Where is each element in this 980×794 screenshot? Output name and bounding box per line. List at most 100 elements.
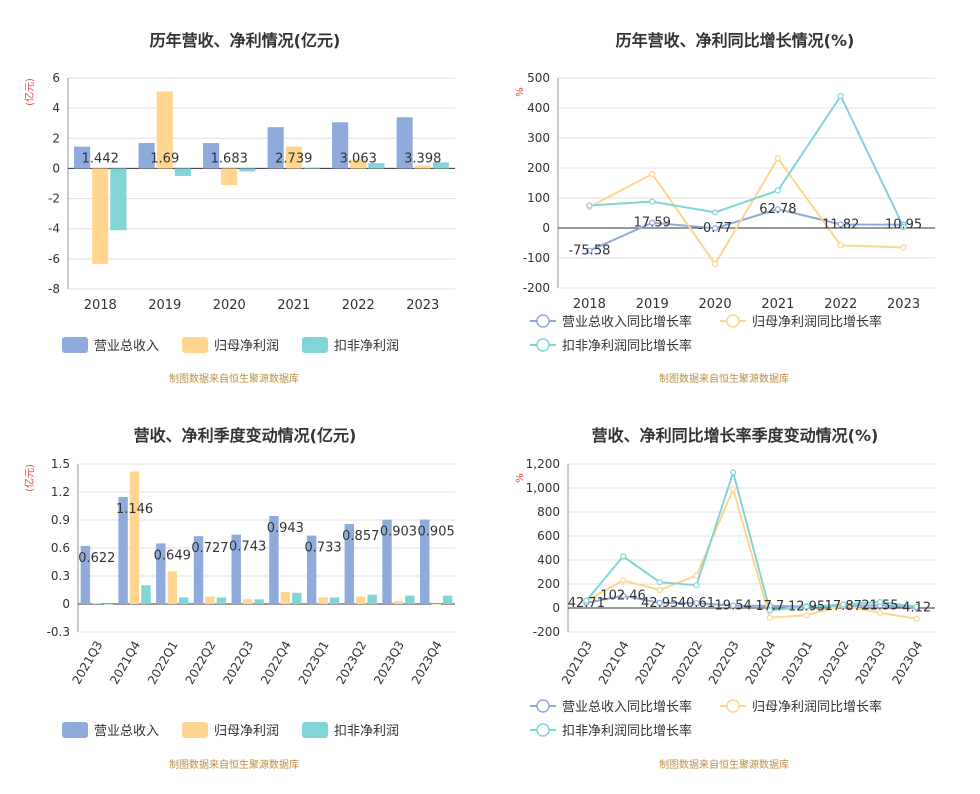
series-line	[585, 486, 917, 620]
bar	[203, 143, 220, 169]
series-line	[586, 594, 917, 609]
bar	[141, 585, 151, 604]
y-tick-label: 200	[537, 577, 560, 591]
y-tick-label: 300	[527, 131, 550, 145]
y-tick-label: -100	[523, 251, 550, 265]
y-tick-label: 0	[62, 597, 70, 611]
data-label: 17.59	[634, 216, 671, 231]
data-label: 0.727	[191, 541, 228, 556]
data-point	[693, 600, 700, 607]
legend-label: 扣非净利润同比增长率	[562, 338, 692, 354]
data-point	[649, 198, 656, 205]
y-axis-unit-label: (亿元)	[23, 464, 36, 492]
bar	[285, 146, 302, 169]
x-tick-label: 2023Q2	[816, 639, 852, 687]
bar	[118, 497, 128, 604]
legend-marker	[536, 723, 550, 737]
x-tick-label: 2023Q3	[371, 639, 407, 687]
quarterly-amount-chart: 营收、净利季度变动情况(亿元) (亿元) -0.3 0 0.3 0.6 0.9 1.2 1.5 2…	[23, 426, 455, 771]
x-tick-label: 2022Q1	[145, 639, 181, 687]
bar	[382, 519, 392, 604]
data-point	[619, 553, 627, 560]
data-label: 0.905	[418, 525, 455, 540]
x-tick-label: 2023Q2	[333, 639, 369, 687]
x-tick-label: 2022Q3	[706, 639, 742, 687]
data-label: 21.55	[861, 598, 898, 613]
legend-marker	[536, 338, 550, 352]
x-tick-label: 2022Q2	[669, 639, 705, 687]
data-point	[711, 225, 719, 232]
chart-panel-annual-amount: 历年营收、净利情况(亿元) (亿元) -8 -6 -4 -2 0 2 4 6 2018 2019 202…	[0, 0, 490, 395]
bar	[129, 471, 140, 604]
y-tick-label: 200	[527, 161, 550, 175]
bar	[267, 127, 284, 169]
legend-swatch	[62, 337, 88, 353]
y-tick-label: 1,200	[526, 457, 560, 471]
x-tick-label: 2022Q2	[183, 639, 219, 687]
x-tick-label: 2023Q1	[296, 639, 332, 687]
y-tick-label: 1.5	[51, 457, 70, 471]
y-tick-label: -6	[48, 252, 60, 266]
legend-marker	[726, 314, 740, 328]
bar	[356, 596, 366, 604]
data-label: 0.743	[229, 540, 266, 555]
data-point	[730, 469, 737, 476]
data-label: 42.95	[641, 596, 678, 611]
y-tick-label: 0	[52, 161, 60, 175]
x-tick-label: 2023Q3	[853, 639, 889, 687]
data-label: 40.61	[678, 596, 715, 611]
data-label: -0.77	[698, 221, 732, 236]
x-tick-label: 2022Q4	[258, 639, 294, 687]
legend-label: 扣非净利润	[334, 339, 399, 354]
data-point	[730, 602, 737, 609]
data-point	[774, 155, 782, 162]
bar	[74, 146, 91, 169]
y-tick-label: 2	[52, 131, 60, 145]
data-label: 12.95	[788, 599, 825, 614]
x-tick-label: 2021	[277, 298, 310, 313]
data-point	[711, 209, 719, 216]
data-point	[619, 577, 627, 584]
legend-swatch	[182, 337, 208, 353]
bar	[332, 122, 349, 169]
y-tick-label: -200	[533, 625, 560, 639]
chart-panel-quarterly-growth: 营收、净利同比增长率季度变动情况(%)% -200 0 200 400 600 800 1,0…	[490, 395, 980, 790]
x-tick-label: 2021	[761, 297, 794, 312]
y-tick-label: -0.3	[47, 625, 70, 639]
legend-label: 营业总收入	[94, 724, 159, 739]
legend-label: 归母净利润	[214, 339, 279, 354]
x-tick-label: 2023	[887, 297, 920, 312]
data-point	[774, 187, 782, 194]
bar	[442, 595, 453, 604]
y-tick-label: 100	[527, 191, 550, 205]
legend-label: 营业总收入同比增长率	[562, 699, 692, 715]
bar	[138, 142, 155, 169]
quarterly-growth-chart: 营收、净利同比增长率季度变动情况(%)% -200 0 200 400 600 800 1,0…	[515, 426, 935, 771]
bar	[242, 599, 253, 604]
x-tick-label: 2018	[573, 297, 606, 312]
x-tick-label: 2023Q4	[409, 639, 445, 687]
bar	[92, 603, 102, 604]
legend-swatch	[302, 337, 328, 353]
data-label: 11.82	[822, 217, 859, 232]
bar	[216, 597, 227, 604]
bar	[269, 515, 279, 604]
x-tick-label: 2022Q3	[220, 639, 256, 687]
bar	[393, 601, 404, 604]
x-tick-label: 2020	[213, 298, 246, 313]
annual-growth-chart: 历年营收、净利同比增长情况(%)% -200 -100 0 100 200 300 400 50…	[515, 31, 935, 385]
x-tick-label: 2022	[342, 298, 375, 313]
y-tick-label: 600	[537, 529, 560, 543]
y-tick-label: -2	[48, 192, 60, 206]
bar	[205, 596, 215, 604]
bar	[414, 165, 431, 169]
x-tick-label: 2023Q1	[779, 639, 815, 687]
legend-marker	[536, 314, 550, 328]
x-tick-label: 2021Q4	[596, 639, 632, 687]
bar	[174, 168, 191, 176]
y-tick-label: -4	[48, 222, 60, 236]
bar	[280, 591, 291, 604]
legend-swatch	[62, 722, 88, 738]
legend-marker	[726, 699, 740, 713]
y-tick-label: 500	[527, 71, 550, 85]
